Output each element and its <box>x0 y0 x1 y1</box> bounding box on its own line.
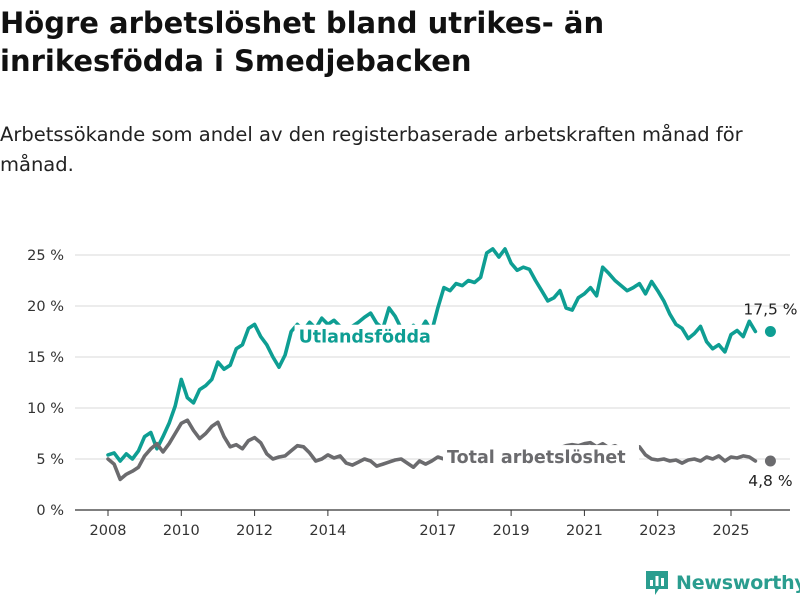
series-line <box>106 418 758 482</box>
x-tick-label: 2019 <box>493 523 530 539</box>
series-end-point <box>764 326 776 337</box>
series-labels: Utlandsfödda 17,5 % Total arbetslöshet 4,8 … <box>294 301 798 490</box>
brand-name: Newsworthy <box>676 572 800 594</box>
series-lines <box>106 247 776 482</box>
y-tick-label: 10 % <box>27 401 64 417</box>
series-label-backdrop <box>294 324 443 349</box>
series-line <box>106 247 758 463</box>
y-tick-label: 0 % <box>36 503 64 519</box>
x-tick-label: 2012 <box>236 523 273 539</box>
series-label: Utlandsfödda <box>299 328 431 348</box>
axes: 0 % 5 % 10 % 15 % 20 % 25 % 2008 2010 2012 2014 20… <box>27 248 749 539</box>
chart-title: Högre arbetslöshet bland utrikes- än inr… <box>0 6 605 78</box>
y-tick-label: 15 % <box>27 350 64 366</box>
bar-chart-logo-icon <box>646 571 668 595</box>
series-end-point <box>764 455 776 467</box>
x-tick-label: 2010 <box>163 523 200 539</box>
y-tick-label: 25 % <box>27 248 64 264</box>
x-tick-label: 2017 <box>419 523 456 539</box>
x-tick-label: 2025 <box>713 523 750 539</box>
x-tick-label: 2008 <box>90 523 127 539</box>
chart-subtitle: Arbetssökande som andel av den registerb… <box>0 123 743 176</box>
x-tick-label: 2023 <box>639 523 676 539</box>
y-tick-label: 5 % <box>36 452 64 468</box>
series-label: Total arbetslöshet <box>447 448 626 468</box>
series-end-label: 4,8 % <box>748 472 792 490</box>
x-tick-label: 2021 <box>566 523 603 539</box>
newsworthy-logo[interactable]: Newsworthy <box>644 568 800 598</box>
series-end-label: 17,5 % <box>743 301 797 319</box>
y-tick-label: 20 % <box>27 299 64 315</box>
series-label-backdrop <box>442 445 639 470</box>
gridlines <box>75 254 790 511</box>
x-tick-label: 2014 <box>309 523 346 539</box>
